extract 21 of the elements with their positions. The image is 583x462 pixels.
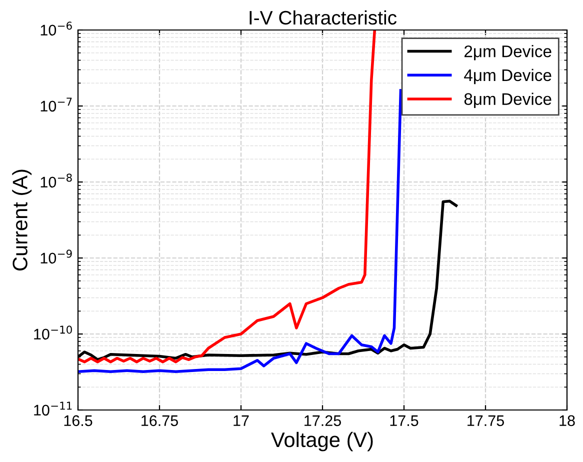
y-tick-label: 10$^{−9}$ bbox=[40, 250, 72, 264]
y-axis-title: Current (A) bbox=[12, 170, 32, 270]
x-tick-label: 17 bbox=[234, 415, 249, 426]
x-axis-title: Voltage (V) bbox=[271, 432, 373, 452]
line-series bbox=[78, 89, 402, 373]
legend-label: 4μm Device bbox=[464, 68, 552, 84]
x-tick-label: 16.75 bbox=[142, 415, 178, 426]
legend-label: 8μm Device bbox=[464, 92, 552, 108]
x-tick-label: 17.5 bbox=[390, 415, 418, 426]
x-tick-label: 17.25 bbox=[304, 415, 341, 426]
chart-title: I-V Characteristic bbox=[250, 10, 397, 25]
x-tick-label: 18 bbox=[560, 415, 575, 426]
legend-label: 2μm Device bbox=[464, 45, 552, 60]
y-tick-label: 10$^{−6}$ bbox=[40, 22, 72, 36]
y-tick-label: 10$^{−7}$ bbox=[40, 98, 72, 112]
y-tick-label: 10$^{−8}$ bbox=[40, 174, 72, 188]
y-tick-label: 10$^{−10}$ bbox=[34, 326, 72, 340]
y-tick-label: 10$^{−11}$ bbox=[34, 402, 72, 416]
x-tick-label: 17.75 bbox=[468, 415, 504, 426]
line-series bbox=[78, 30, 376, 364]
x-tick-label: 16.5 bbox=[64, 415, 92, 426]
